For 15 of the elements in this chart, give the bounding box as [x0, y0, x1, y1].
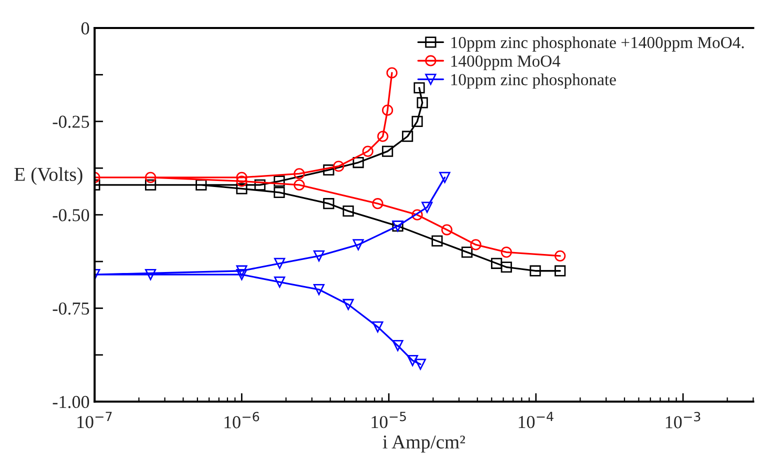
y-tick-label: -0.50: [52, 209, 90, 222]
y-axis-title: E (Volts): [14, 167, 82, 185]
x-tick-label: 10$^{−6}$: [224, 412, 260, 428]
y-tick-label: -0.25: [52, 116, 90, 128]
x-tick-label: 10$^{−4}$: [518, 412, 554, 428]
x-tick-label: 10$^{−5}$: [372, 412, 406, 428]
legend-label: 10ppm zinc phosphonate: [451, 74, 616, 89]
y-tick-label: 0: [81, 22, 90, 34]
x-tick-label: 10$^{−7}$: [78, 412, 112, 428]
legend-label: 10ppm zinc phosphonate +1400ppm MoO4.: [451, 36, 744, 52]
x-tick-label: 10$^{−3}$: [666, 412, 700, 428]
legend-label: 1400ppm MoO4: [451, 55, 560, 70]
y-tick-label: -0.75: [52, 302, 90, 315]
x-axis-title: i Amp/cm²: [382, 436, 466, 453]
y-tick-label: -1.00: [52, 396, 90, 408]
